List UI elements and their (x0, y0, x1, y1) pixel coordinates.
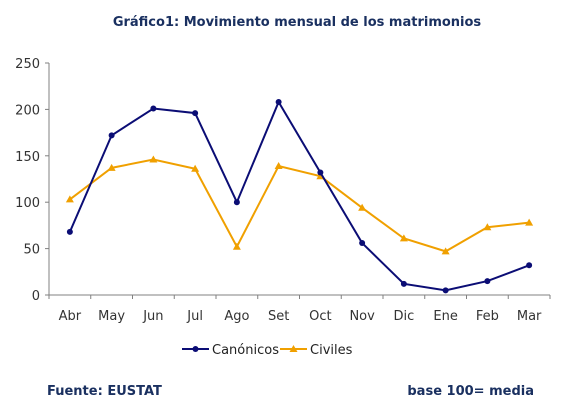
data-point (317, 169, 324, 176)
data-point (108, 132, 115, 139)
x-tick-label: Oct (309, 309, 331, 324)
x-tick-label: Jul (186, 309, 203, 324)
data-point (150, 105, 157, 112)
x-tick-label: Mar (517, 309, 542, 324)
y-tick-label: 0 (32, 289, 40, 304)
y-tick-label: 250 (15, 57, 40, 72)
data-point (526, 262, 533, 269)
data-point (400, 280, 407, 287)
y-tick-label: 100 (15, 196, 40, 211)
y-tick-label: 200 (15, 103, 40, 118)
data-point (107, 163, 116, 171)
data-point (483, 223, 492, 231)
data-point (233, 199, 240, 206)
y-tick-label: 150 (15, 150, 40, 165)
data-point (525, 218, 534, 226)
series-line (69, 158, 530, 253)
data-point (484, 278, 491, 285)
x-tick-label: Abr (59, 309, 82, 324)
series-canonicos (66, 98, 533, 294)
x-tick-label: Nov (349, 309, 375, 324)
legend-marker (289, 345, 298, 352)
data-point (358, 203, 367, 211)
data-point (359, 240, 366, 247)
legend-label: Canónicos (212, 343, 279, 358)
data-point (65, 195, 74, 203)
x-tick-label: Feb (476, 309, 499, 324)
chart-series (65, 98, 534, 294)
chart-axes: 0 50 100 150 200 250 Abr May Jun Jul Ago Set Oct Nov D… (15, 57, 551, 324)
x-tick-label: Ene (433, 309, 457, 324)
base-note: base 100= media (407, 384, 534, 399)
series-line (68, 99, 530, 292)
legend-item: Canónicos (182, 343, 279, 358)
x-tick-label: Dic (393, 309, 414, 324)
legend-marker (192, 346, 199, 352)
data-point (275, 98, 282, 105)
x-tick-label: Set (268, 309, 289, 324)
x-tick-label: May (98, 309, 125, 324)
y-tick-label: 50 (23, 243, 40, 258)
series-civiles (65, 155, 534, 255)
data-point (191, 164, 200, 172)
data-point (192, 110, 199, 117)
data-point (442, 287, 449, 294)
data-point (232, 242, 241, 250)
x-tick-label: Jun (142, 309, 163, 324)
data-point (441, 247, 450, 255)
data-point (274, 162, 283, 170)
legend-item: Civiles (280, 343, 353, 358)
source-note: Fuente: EUSTAT (47, 384, 162, 399)
data-point (399, 234, 408, 242)
data-point (149, 155, 158, 163)
chart-title: Gráfico1: Movimiento mensual de los matr… (112, 15, 482, 30)
chart-legend: Canónicos Civiles (182, 343, 353, 358)
legend-label: Civiles (310, 343, 353, 358)
x-tick-label: Ago (224, 309, 249, 324)
data-point (66, 228, 73, 235)
